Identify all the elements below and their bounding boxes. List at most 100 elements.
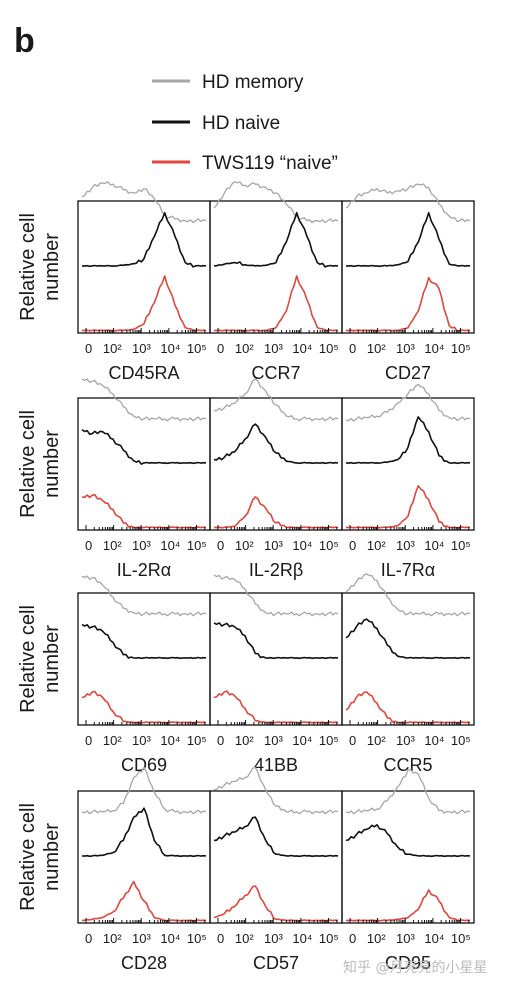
- marker-label: CD57: [253, 953, 299, 973]
- trace-memory: [81, 378, 207, 422]
- legend: HD memory HD naive TWS119 “naive”: [152, 72, 338, 174]
- tick-label: 10³: [132, 733, 151, 748]
- histogram-panel-8: 0 10² 10³ 10⁴ 10⁵ CCR5: [341, 573, 475, 775]
- histogram-panel-9: 0 10² 10³ 10⁴ 10⁵ CD28: [77, 766, 211, 973]
- tick-label: 10⁴: [424, 538, 444, 553]
- tick-label: 10⁵: [319, 733, 339, 748]
- panel-frame: [341, 397, 475, 531]
- trace-naive: [81, 623, 207, 660]
- tick-label: 10⁵: [451, 341, 471, 356]
- trace-memory: [213, 181, 339, 224]
- trace-memory: [213, 766, 339, 815]
- tick-label: 10²: [367, 733, 386, 748]
- marker-label: CD28: [121, 953, 167, 973]
- trace-tws: [213, 885, 339, 922]
- marker-label: 41BB: [254, 755, 298, 775]
- y-axis-label-row-0: Relative cell number: [17, 213, 63, 321]
- trace-tws: [213, 496, 339, 529]
- trace-tws: [213, 275, 339, 332]
- trace-tws: [345, 691, 471, 724]
- y-axis-label-line1: Relative cell: [17, 410, 39, 518]
- tick-label: 10³: [132, 931, 151, 946]
- trace-memory: [213, 378, 339, 422]
- marker-label: IL-2Rα: [117, 560, 171, 580]
- tick-label: 10³: [132, 341, 151, 356]
- trace-tws: [345, 276, 471, 332]
- tick-label: 10⁵: [451, 538, 471, 553]
- tick-label: 10²: [367, 341, 386, 356]
- trace-naive: [81, 211, 207, 268]
- tick-label: 10³: [264, 931, 283, 946]
- tick-label: 10⁴: [424, 341, 444, 356]
- marker-label: IL-2Rβ: [249, 560, 303, 580]
- trace-tws: [81, 493, 207, 529]
- tick-label: 0: [217, 931, 224, 946]
- trace-tws: [81, 880, 207, 922]
- trace-memory: [345, 383, 471, 422]
- tick-label: 0: [349, 538, 356, 553]
- trace-naive: [345, 618, 471, 660]
- trace-naive: [213, 211, 339, 268]
- y-axis-label-line2: number: [41, 823, 63, 891]
- tick-label: 10⁴: [292, 538, 312, 553]
- marker-label: CD95: [385, 953, 431, 973]
- y-axis-label-row-3: Relative cell number: [17, 803, 63, 911]
- marker-label: CD69: [121, 755, 167, 775]
- tick-label: 10⁵: [451, 931, 471, 946]
- tick-label: 10²: [367, 931, 386, 946]
- tick-label: 10³: [132, 538, 151, 553]
- tick-label: 10²: [103, 341, 122, 356]
- panel-frame: [77, 200, 211, 334]
- trace-naive: [81, 428, 207, 465]
- tick-label: 10³: [264, 341, 283, 356]
- tick-label: 0: [349, 341, 356, 356]
- tick-label: 10⁵: [319, 341, 339, 356]
- tick-label: 10⁴: [160, 931, 180, 946]
- histogram-panel-3: 0 10² 10³ 10⁴ 10⁵ IL-2Rα: [77, 378, 211, 580]
- tick-label: 10⁵: [319, 538, 339, 553]
- tick-label: 10⁴: [160, 538, 180, 553]
- y-axis-label-line1: Relative cell: [17, 213, 39, 321]
- trace-naive: [213, 622, 339, 660]
- panel-letter: b: [14, 22, 35, 60]
- tick-label: 10³: [396, 341, 415, 356]
- tick-label: 10⁴: [160, 341, 180, 356]
- trace-tws: [81, 275, 207, 332]
- marker-label: CD27: [385, 363, 431, 383]
- y-axis-label-line1: Relative cell: [17, 803, 39, 911]
- tick-label: 10²: [235, 538, 254, 553]
- tick-label: 0: [349, 733, 356, 748]
- tick-label: 10²: [235, 931, 254, 946]
- tick-label: 10²: [103, 931, 122, 946]
- tick-label: 10⁵: [187, 733, 207, 748]
- y-axis-label-line1: Relative cell: [17, 605, 39, 713]
- tick-label: 10⁵: [319, 931, 339, 946]
- tick-label: 10⁴: [292, 341, 312, 356]
- tick-label: 10⁵: [187, 341, 207, 356]
- trace-memory: [81, 181, 207, 224]
- trace-naive: [213, 423, 339, 465]
- legend-label-memory: HD memory: [202, 72, 304, 93]
- y-axis-label-line2: number: [41, 233, 63, 301]
- trace-tws: [213, 690, 339, 724]
- tick-label: 10³: [396, 931, 415, 946]
- histogram-panel-4: 0 10² 10³ 10⁴ 10⁵ IL-2Rβ: [209, 378, 343, 580]
- tick-label: 10²: [235, 733, 254, 748]
- y-axis-label-row-1: Relative cell number: [17, 410, 63, 518]
- trace-memory: [345, 768, 471, 815]
- panel-frame: [341, 592, 475, 726]
- tick-label: 10²: [235, 341, 254, 356]
- trace-naive: [81, 807, 207, 858]
- tick-label: 0: [85, 733, 92, 748]
- tick-label: 0: [217, 733, 224, 748]
- histogram-panel-2: 0 10² 10³ 10⁴ 10⁵ CD27: [341, 183, 475, 383]
- panel-frame: [341, 790, 475, 924]
- tick-label: 10³: [396, 538, 415, 553]
- histogram-panel-10: 0 10² 10³ 10⁴ 10⁵ CD57: [209, 766, 343, 973]
- tick-label: 10⁴: [292, 931, 312, 946]
- trace-memory: [345, 573, 471, 617]
- legend-label-naive: HD naive: [202, 113, 280, 134]
- tick-label: 10⁵: [451, 733, 471, 748]
- histogram-panel-1: 0 10² 10³ 10⁴ 10⁵ CCR7: [209, 181, 343, 383]
- tick-label: 0: [349, 931, 356, 946]
